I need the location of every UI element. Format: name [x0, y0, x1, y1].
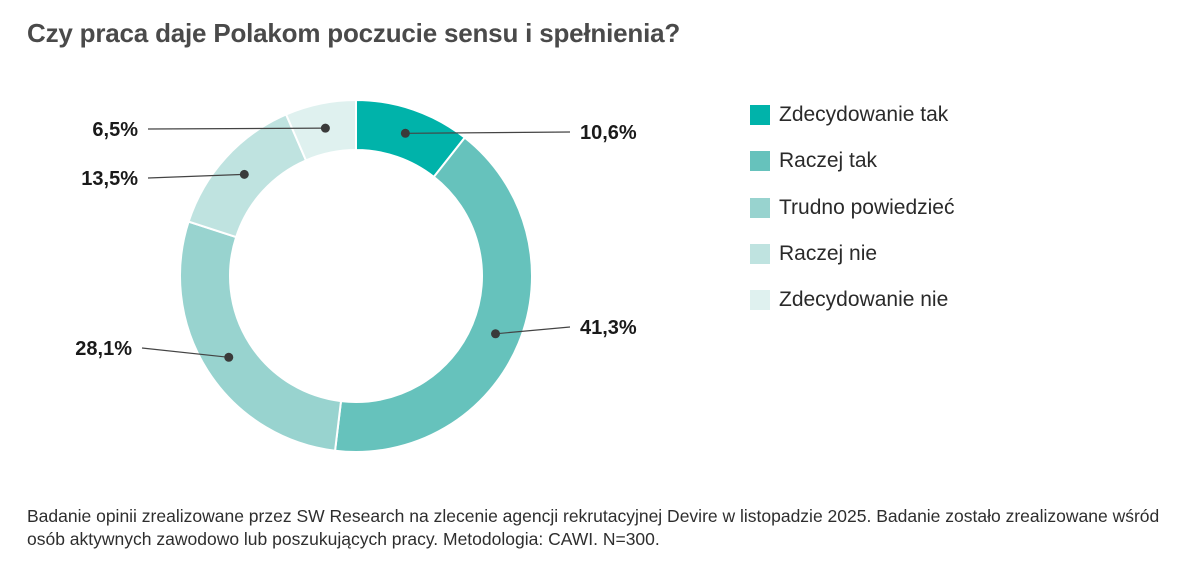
- leader-line-zdecydowanie-nie: [147, 127, 326, 130]
- leader-line-raczej-tak: [495, 326, 571, 335]
- legend-item-raczej-nie: Raczej nie: [750, 242, 877, 266]
- leader-line-zdecydowanie-tak: [405, 131, 571, 134]
- legend-swatch: [750, 151, 770, 171]
- legend-swatch: [750, 244, 770, 264]
- legend-label: Zdecydowanie tak: [779, 103, 949, 126]
- data-label-raczej-nie: 13,5%: [81, 168, 138, 190]
- legend-swatch: [750, 105, 770, 125]
- data-label-trudno-powiedziec: 28,1%: [75, 338, 132, 360]
- data-label-zdecydowanie-nie: 6,5%: [92, 119, 138, 141]
- leader-line-trudno-powiedziec: [141, 347, 229, 358]
- leader-dot-trudno-powiedziec: [224, 352, 234, 362]
- legend-swatch: [750, 198, 770, 218]
- leader-dot-raczej-tak: [491, 329, 501, 339]
- donut-slice-zdecydowanie-nie: [284, 98, 357, 162]
- donut-slice-trudno-powiedziec: [179, 220, 343, 452]
- legend-item-raczej-tak: Raczej tak: [750, 149, 877, 173]
- legend-label: Raczej tak: [779, 149, 878, 172]
- legend-label: Trudno powiedzieć: [779, 196, 955, 219]
- donut-slice-raczej-tak: [333, 136, 533, 453]
- legend-label: Raczej nie: [779, 242, 878, 265]
- leader-dot-zdecydowanie-nie: [320, 123, 330, 133]
- leader-dot-raczej-nie: [239, 169, 249, 179]
- legend-item-zdecydowanie-tak: Zdecydowanie tak: [750, 103, 948, 127]
- legend-item-trudno-powiedziec: Trudno powiedzieć: [750, 196, 955, 220]
- footnote: Badanie opinii zrealizowane przez SW Res…: [27, 506, 1160, 549]
- data-label-raczej-tak: 41,3%: [580, 317, 637, 339]
- leader-line-raczej-nie: [147, 173, 245, 179]
- legend-label: Zdecydowanie nie: [779, 288, 949, 311]
- leader-dot-zdecydowanie-tak: [400, 128, 410, 138]
- legend-swatch: [750, 290, 770, 310]
- data-label-zdecydowanie-tak: 10,6%: [580, 122, 637, 144]
- legend-item-zdecydowanie-nie: Zdecydowanie nie: [750, 288, 948, 312]
- chart-title: Czy praca daje Polakom poczucie sensu i …: [27, 18, 681, 48]
